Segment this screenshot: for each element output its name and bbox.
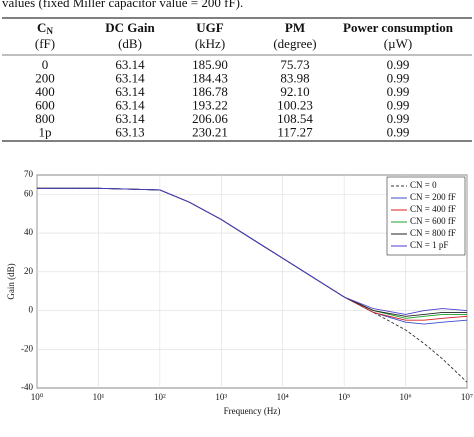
- unit-cell: (degree): [273, 36, 316, 51]
- y-tick-label: 40: [24, 227, 34, 237]
- y-tick-label: 20: [24, 266, 34, 276]
- x-tick-label: 10³: [215, 392, 227, 402]
- table-cell: 83.98: [280, 70, 309, 85]
- table-cell: 63.14: [115, 84, 145, 99]
- x-tick-label: 10⁰: [31, 392, 44, 402]
- table-cell: 185.90: [192, 57, 228, 72]
- table-cell: 1p: [39, 124, 52, 139]
- table-cell: 63.14: [115, 111, 145, 126]
- header-cell: Power consumption: [343, 20, 454, 35]
- table-cell: 800: [35, 111, 55, 126]
- x-tick-label: 10²: [154, 392, 166, 402]
- y-tick-label: 70: [24, 169, 34, 179]
- table-cell: 0.99: [387, 111, 410, 126]
- unit-cell: (dB): [118, 36, 142, 51]
- table-cell: 206.06: [192, 111, 228, 126]
- y-tick-label: -20: [21, 343, 33, 353]
- table-cell: 184.43: [192, 70, 228, 85]
- table-cell: 0.99: [387, 57, 410, 72]
- y-tick-label: -40: [21, 382, 33, 392]
- header-main: C: [37, 20, 46, 35]
- table-cell: 400: [35, 84, 55, 99]
- table-cell: 63.14: [115, 57, 145, 72]
- unit-cell: (µW): [384, 36, 412, 51]
- table-cell: 186.78: [192, 84, 228, 99]
- legend-label: CN = 0: [410, 180, 437, 190]
- y-tick-label: 0: [29, 305, 34, 315]
- table-cell: 100.23: [277, 97, 313, 112]
- legend: [386, 176, 466, 256]
- legend-label: CN = 600 fF: [410, 216, 456, 226]
- table-cell: 0.99: [387, 124, 410, 139]
- table-cell: 0.99: [387, 97, 410, 112]
- y-tick-label: 60: [24, 188, 34, 198]
- unit-cell: (fF): [35, 36, 55, 51]
- x-axis-label: Frequency (Hz): [224, 406, 281, 416]
- table-cell: 63.14: [115, 70, 145, 85]
- table-cell: 0: [42, 57, 49, 72]
- header-cell: PM: [285, 20, 305, 35]
- header-cell: UGF: [196, 20, 224, 35]
- legend-label: CN = 1 pF: [410, 240, 448, 250]
- table-cell: 63.14: [115, 97, 145, 112]
- table-cell: 230.21: [192, 124, 228, 139]
- table-cell: 200: [35, 70, 55, 85]
- table-cell: 0.99: [387, 84, 410, 99]
- table-cell: 600: [35, 97, 55, 112]
- table-cell: 75.73: [280, 57, 309, 72]
- table-cell: 117.27: [277, 124, 313, 139]
- legend-label: CN = 200 fF: [410, 192, 456, 202]
- x-tick-label: 10⁶: [400, 392, 412, 402]
- legend-label: CN = 800 fF: [410, 228, 456, 238]
- x-tick-label: 10⁷: [461, 392, 473, 402]
- table-cell: 92.10: [280, 84, 309, 99]
- x-tick-label: 10¹: [93, 392, 105, 402]
- table-cell: 108.54: [277, 111, 313, 126]
- caption: values (fixed Miller capacitor value = 2…: [2, 0, 243, 10]
- y-axis-label: Gain (dB): [6, 263, 16, 299]
- x-tick-label: 10⁴: [277, 392, 289, 402]
- table-cell: 0.99: [387, 70, 410, 85]
- header-sub: N: [46, 26, 53, 36]
- table-cell: 63.13: [115, 124, 144, 139]
- legend-label: CN = 400 fF: [410, 204, 456, 214]
- header-cell: CN: [37, 20, 53, 36]
- header-cell: DC Gain: [105, 20, 155, 35]
- series-line: [36, 187, 468, 315]
- x-tick-label: 10⁵: [338, 392, 350, 402]
- table-cell: 193.22: [192, 97, 228, 112]
- unit-cell: (kHz): [195, 36, 225, 51]
